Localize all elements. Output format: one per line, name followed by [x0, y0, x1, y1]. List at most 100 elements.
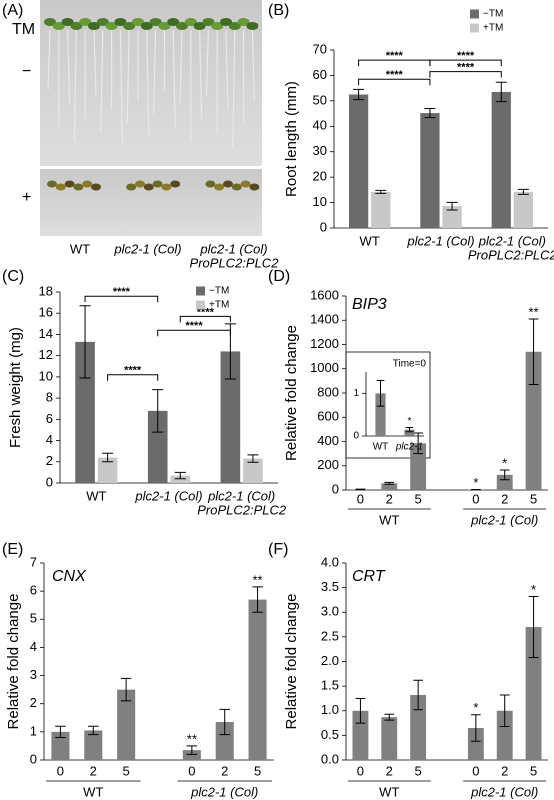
seedling: [96, 18, 109, 26]
error-bar: [355, 697, 366, 724]
y-tick-label: 50: [313, 92, 327, 107]
bar: [420, 113, 440, 228]
group-label: WT: [379, 512, 399, 527]
y-tick-label: 8: [46, 390, 53, 405]
seedling: [231, 183, 242, 191]
y-tick-label: 4: [46, 432, 53, 447]
seedling: [249, 183, 260, 191]
group-label: plc2-1 (Col): [190, 784, 258, 799]
bar: [404, 429, 415, 436]
y-tick-label: 30: [313, 143, 327, 158]
significance-label: *: [531, 582, 536, 597]
bar: [182, 750, 201, 760]
x-tick-label: 0: [188, 763, 195, 778]
error-bar: [102, 452, 114, 463]
x-tick-label: 5: [530, 763, 537, 778]
significance-label: *: [408, 416, 412, 427]
x-tick-label: 0: [357, 491, 364, 506]
bracket: [107, 374, 159, 381]
bar: [525, 351, 542, 490]
row-label: +: [22, 189, 31, 206]
row-label: −: [22, 63, 31, 80]
y-tick-label: 0: [30, 751, 37, 766]
error-bar: [384, 481, 395, 485]
y-tick-label: 0.5: [321, 727, 339, 742]
root: [126, 29, 130, 124]
bar: [525, 627, 542, 760]
bar: [75, 341, 95, 483]
root: [153, 29, 157, 115]
bracket: [429, 71, 502, 78]
bar: [215, 722, 234, 760]
y-tick-label: 3: [30, 667, 37, 682]
error-bar: [353, 88, 365, 101]
y-tick-label: 14: [39, 326, 53, 341]
bar: [410, 694, 427, 760]
significance-label: *: [473, 700, 478, 715]
x-tick-label: 5: [530, 491, 537, 506]
annotation: ****: [386, 50, 404, 62]
error-bar: [55, 725, 66, 738]
y-tick-label: 18: [39, 283, 53, 298]
bracket: [429, 59, 502, 67]
legend-swatch: [470, 9, 479, 19]
bracket: [157, 329, 231, 337]
group-label: WT: [83, 784, 103, 799]
bar: [381, 483, 398, 490]
annotation: ****: [185, 320, 203, 332]
seedling: [123, 22, 136, 30]
bracket: [84, 295, 159, 303]
y-tick-label: 3.5: [321, 579, 339, 594]
bracket: [179, 315, 231, 323]
panel-label: (C): [2, 268, 24, 285]
x-tick-label: 5: [415, 491, 422, 506]
seedling: [64, 180, 75, 188]
y-tick-label: 1000: [310, 360, 339, 375]
seedling: [158, 22, 171, 30]
significance-label: *: [502, 455, 507, 470]
significance-label: **: [529, 304, 539, 319]
legend-swatch: [470, 23, 479, 33]
seedling: [52, 22, 65, 30]
chart-title: BIP3: [352, 296, 387, 313]
x-tick-label: 2: [501, 763, 508, 778]
error-bar: [424, 107, 436, 119]
y-tick-label: 1.5: [321, 678, 339, 693]
seedling: [61, 18, 74, 26]
inset-frame: [345, 351, 431, 459]
root: [232, 29, 236, 148]
root: [73, 29, 77, 142]
seedling: [176, 22, 188, 30]
y-tick-label: 0: [353, 431, 359, 442]
seedling: [240, 180, 251, 188]
y-tick-label: 0.0: [321, 751, 339, 766]
annotation: ****: [124, 365, 142, 377]
annotation: ****: [457, 62, 475, 74]
x-tick-label: ProPLC2:PLC2: [197, 502, 287, 517]
bar: [147, 410, 168, 483]
panel-label: (B): [268, 2, 289, 19]
x-tick-label: plc2-1 (Col): [406, 233, 474, 248]
seedling: [246, 22, 259, 30]
seedling: [73, 183, 84, 191]
seedling: [82, 180, 93, 188]
y-tick-label: 7: [30, 554, 37, 569]
bar: [97, 457, 118, 483]
x-tick-label: WT: [373, 442, 389, 453]
y-tick-label: 40: [313, 118, 327, 133]
root: [205, 29, 209, 97]
seedling: [79, 18, 92, 26]
root: [100, 29, 104, 133]
error-bar: [152, 389, 164, 433]
root: [199, 29, 203, 120]
chart-title: Time=0: [393, 359, 427, 370]
y-tick-label: 400: [317, 433, 339, 448]
y-tick-label: 6: [30, 583, 37, 598]
y-tick-label: 70: [313, 41, 327, 56]
x-tick-label: 2: [501, 491, 508, 506]
bar: [410, 443, 427, 490]
seedling: [143, 183, 154, 191]
root: [179, 29, 183, 106]
error-bar: [375, 189, 387, 194]
